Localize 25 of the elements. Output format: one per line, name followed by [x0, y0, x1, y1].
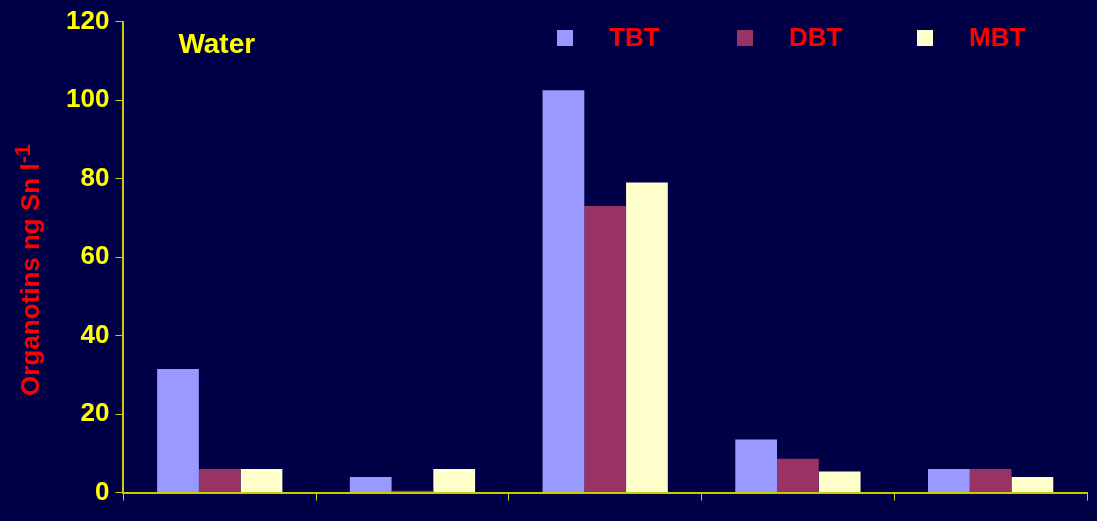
- bar: [735, 439, 778, 493]
- bar: [349, 476, 392, 493]
- legend-label: MBT: [969, 22, 1026, 53]
- bar: [969, 469, 1012, 493]
- annotation: Water: [178, 28, 256, 60]
- legend-label: TBT: [609, 22, 660, 53]
- y-tick-label: 100: [65, 83, 110, 114]
- y-tick-label: 120: [65, 4, 110, 35]
- legend-label: DBT: [789, 22, 843, 53]
- bar: [584, 206, 627, 493]
- bar: [198, 469, 241, 493]
- bar: [626, 182, 668, 493]
- bar: [818, 471, 861, 493]
- y-tick-label: 20: [80, 397, 110, 428]
- bar: [928, 469, 970, 493]
- y-tick-label: 60: [80, 240, 110, 271]
- bar: [1011, 476, 1054, 493]
- bar: [240, 469, 283, 493]
- y-tick-label: 80: [80, 161, 110, 192]
- bar: [157, 368, 199, 493]
- y-tick-label: 0: [94, 475, 110, 506]
- bar: [542, 90, 585, 493]
- bar: [777, 458, 819, 493]
- bar: [433, 469, 476, 493]
- y-tick-label: 40: [80, 318, 110, 349]
